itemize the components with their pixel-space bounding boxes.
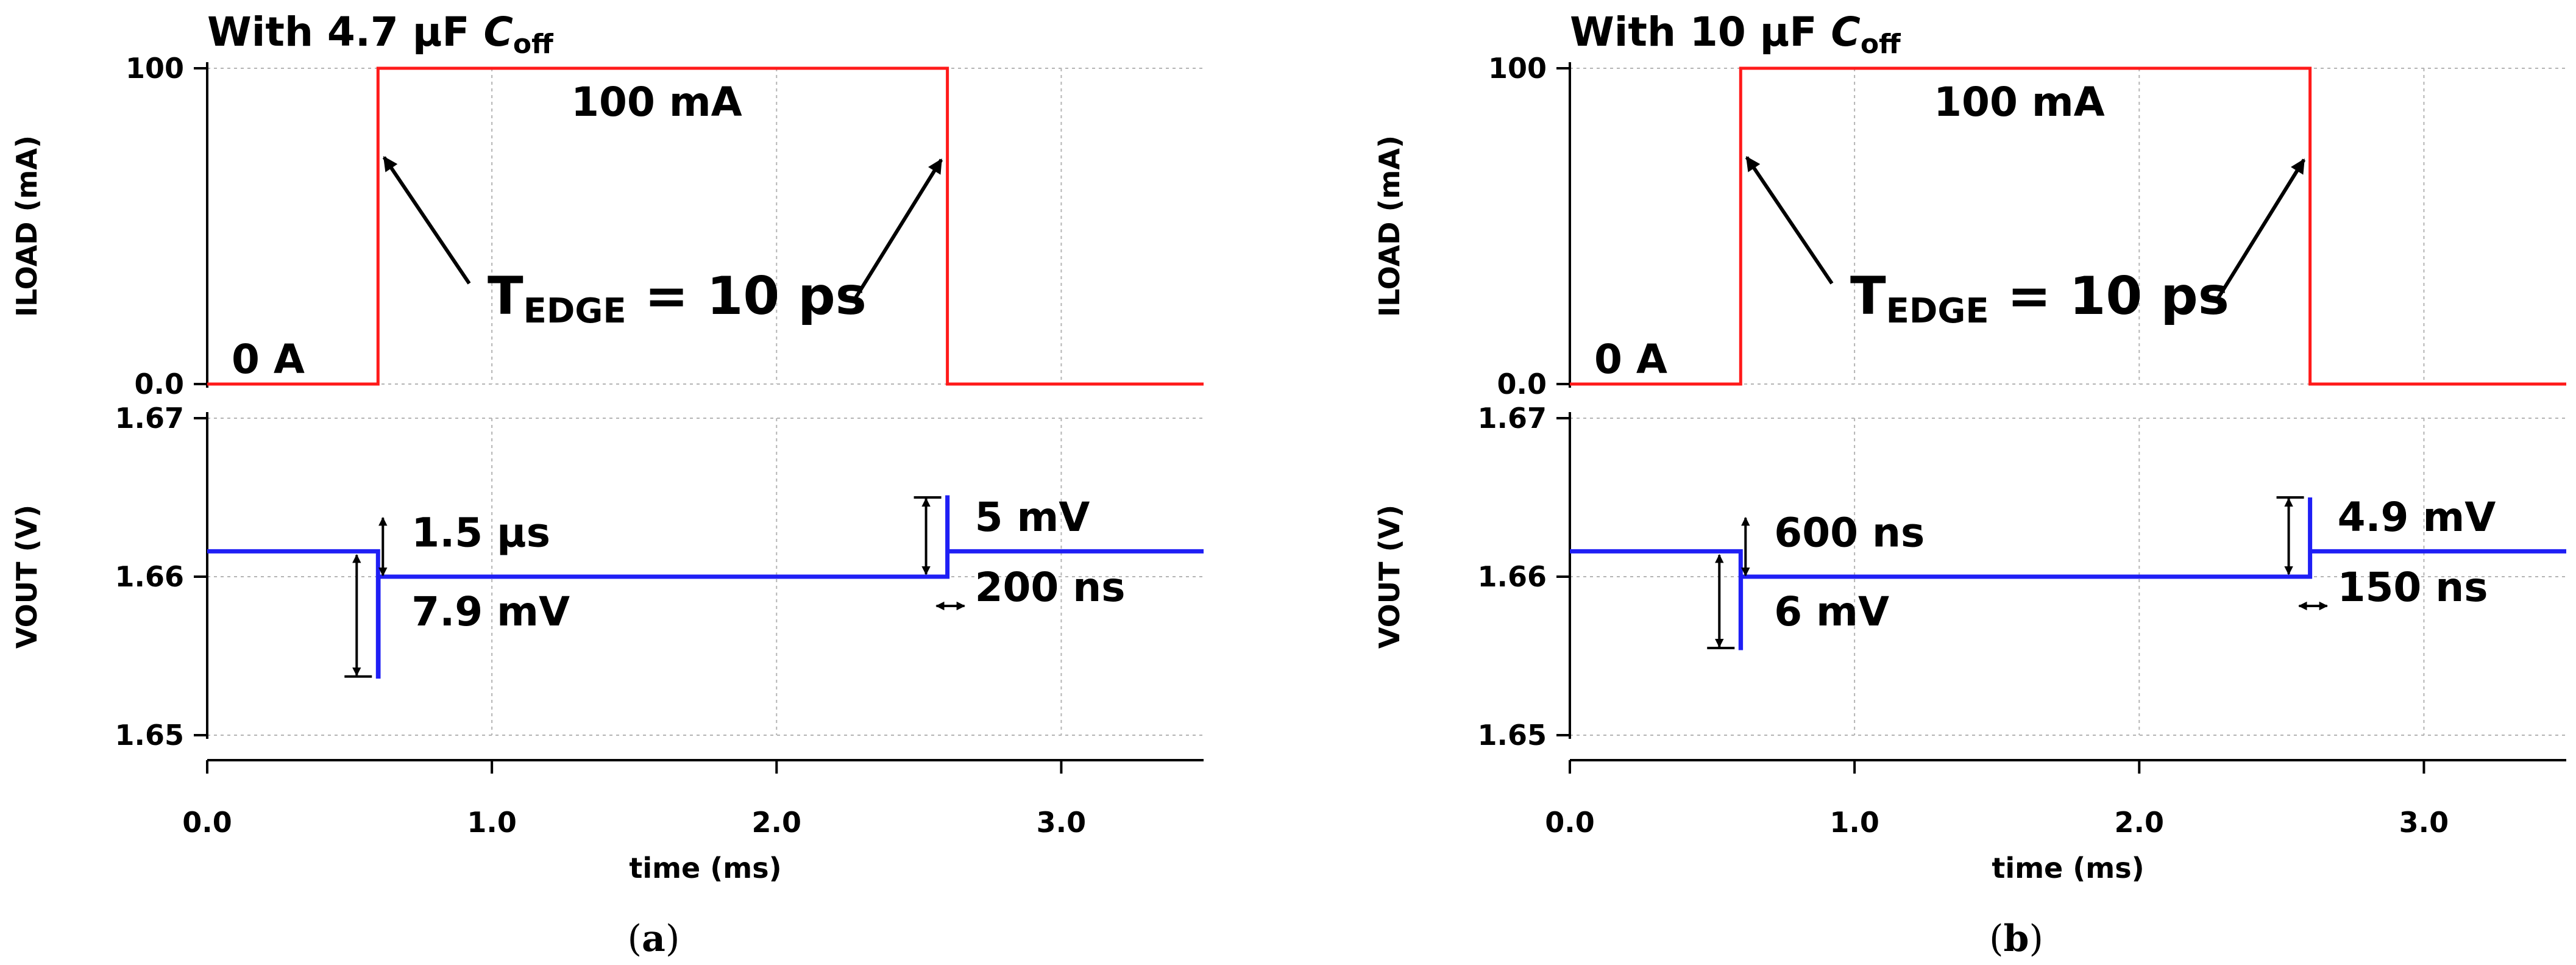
top-y-tick-label: 100 [1488, 52, 1547, 85]
top-y-axis-title: ILOAD (mA) [1373, 135, 1406, 317]
label-high: 100 mA [1934, 79, 2105, 126]
undershoot-time-label: 600 ns [1774, 509, 1925, 556]
overshoot-label: 4.9 mV [2338, 494, 2496, 541]
top-y-tick-label: 0.0 [1497, 368, 1547, 401]
overshoot-label: 5 mV [975, 494, 1090, 541]
overshoot-time-label: 200 ns [975, 564, 1126, 611]
undershoot-label: 6 mV [1774, 588, 1889, 635]
panel-title: With 4.7 µF Coff [207, 9, 554, 60]
vout-series-line [1570, 497, 2566, 650]
label-low: 0 A [1594, 336, 1667, 383]
x-tick-label: 3.0 [1037, 806, 1087, 839]
edge-arrow-rise [1745, 156, 1834, 285]
x-axis-title: time (ms) [1992, 852, 2144, 885]
x-tick-label: 0.0 [182, 806, 232, 839]
iload-series-line [207, 66, 1204, 386]
iload-series-line [1570, 66, 2566, 386]
overshoot-time-label: 150 ns [2338, 564, 2488, 611]
x-tick-label: 3.0 [2399, 806, 2449, 839]
undershoot-time-label: 1.5 µs [411, 509, 550, 556]
edge-label: TEDGE = 10 ps [1850, 266, 2229, 331]
bottom-y-tick-label: 1.66 [115, 560, 185, 593]
edge-arrow-fall [2214, 158, 2306, 303]
x-tick-label: 1.0 [467, 806, 517, 839]
bottom-y-tick-label: 1.66 [1478, 560, 1547, 593]
top-y-tick-label: 0.0 [135, 368, 185, 401]
edge-arrow-fall [851, 158, 943, 303]
bottom-y-tick-label: 1.65 [115, 719, 185, 752]
x-axis-title: time (ms) [629, 852, 781, 885]
x-tick-label: 0.0 [1545, 806, 1595, 839]
bottom-y-tick-label: 1.67 [1478, 402, 1547, 435]
panel-caption: (a) [628, 917, 680, 960]
x-tick-label: 1.0 [1829, 806, 1879, 839]
panel-title: With 10 µF Coff [1570, 9, 1901, 60]
edge-label: TEDGE = 10 ps [488, 266, 867, 331]
label-low: 0 A [232, 336, 305, 383]
top-y-axis-title: ILOAD (mA) [10, 135, 43, 317]
label-high: 100 mA [571, 79, 742, 126]
bottom-y-axis-title: VOUT (V) [10, 505, 43, 649]
undershoot-label: 7.9 mV [411, 588, 570, 635]
top-y-tick-label: 100 [126, 52, 184, 85]
x-tick-label: 2.0 [752, 806, 802, 839]
x-tick-label: 2.0 [2115, 806, 2165, 839]
bottom-y-tick-label: 1.67 [115, 402, 185, 435]
panel-caption: (b) [1989, 917, 2043, 960]
bottom-y-tick-label: 1.65 [1478, 719, 1547, 752]
bottom-y-axis-title: VOUT (V) [1373, 505, 1406, 649]
edge-arrow-rise [382, 156, 471, 285]
vout-series-line [207, 495, 1204, 679]
